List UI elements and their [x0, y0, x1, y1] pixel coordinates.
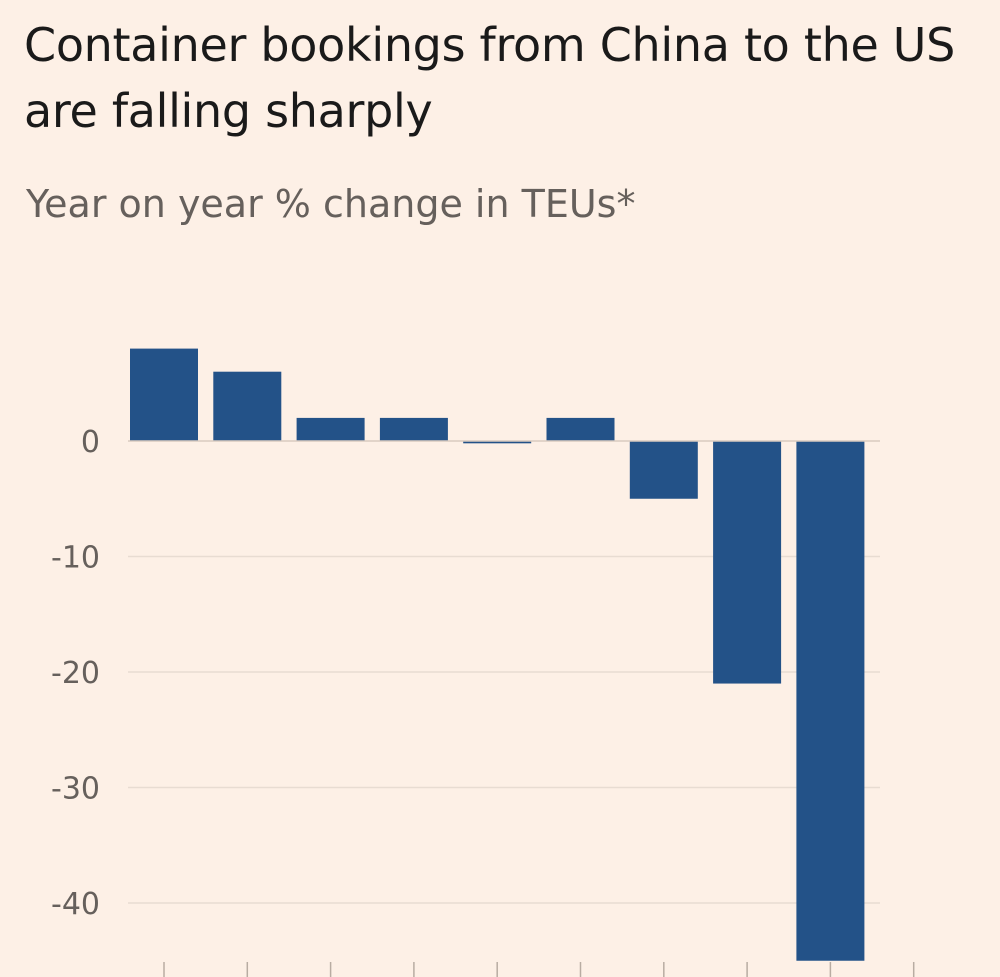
- x-tick-marks: [163, 962, 915, 977]
- y-tick-label: -20: [51, 656, 100, 691]
- bar: [713, 441, 782, 684]
- y-tick-label: -10: [51, 541, 100, 576]
- bar: [296, 417, 365, 441]
- y-tick-label: -30: [51, 772, 100, 807]
- bar: [629, 441, 698, 499]
- y-tick-label: -40: [51, 887, 100, 922]
- chart-title: Container bookings from China to the US …: [24, 18, 956, 138]
- bar: [463, 441, 532, 444]
- bar: [796, 441, 865, 961]
- y-tick-label: 0: [81, 425, 100, 460]
- bar: [130, 348, 198, 441]
- bar: [379, 417, 448, 441]
- y-tick-labels: 0 -10 -20 -30 -40: [51, 425, 100, 922]
- bar: [213, 371, 282, 441]
- bar: [546, 417, 615, 441]
- chart-subtitle: Year on year % change in TEUs*: [26, 182, 636, 226]
- bars: [130, 348, 865, 961]
